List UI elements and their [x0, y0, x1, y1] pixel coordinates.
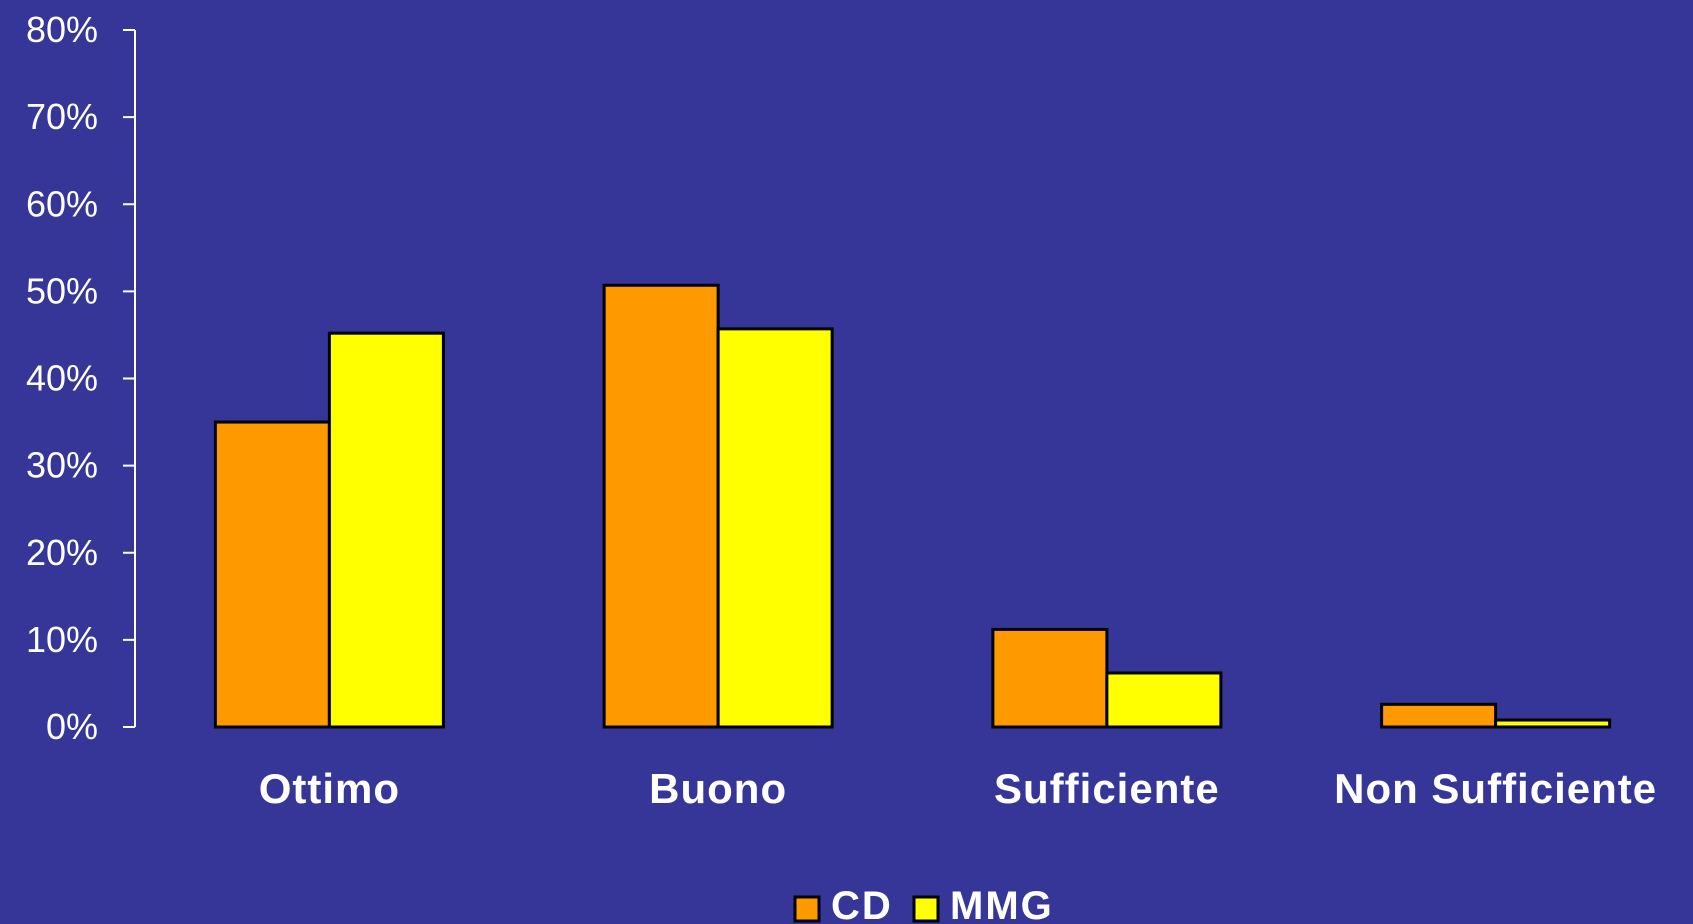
y-tick-label: 0% — [46, 706, 98, 747]
bar-mmg-ottimo — [327, 331, 445, 729]
y-axis: 0% 10% 20% 30% 40% 50% 60% 70% 80% — [26, 9, 136, 747]
bar-mmg-buono — [716, 327, 834, 729]
y-tick-label: 50% — [26, 270, 98, 311]
legend-label-cd: CD — [831, 884, 893, 924]
y-tick-label: 70% — [26, 96, 98, 137]
x-axis-labels: Ottimo Buono Sufficiente Non Sufficiente — [259, 765, 1657, 812]
legend: CD MMG — [793, 884, 1054, 924]
x-category-label: Buono — [649, 765, 787, 812]
y-tick-label: 80% — [26, 9, 98, 50]
y-tick-label: 40% — [26, 358, 98, 399]
legend-swatch-cd — [793, 895, 821, 923]
y-tick-label: 30% — [26, 445, 98, 486]
legend-swatch-mmg — [912, 895, 940, 923]
x-category-label: Sufficiente — [994, 765, 1220, 812]
y-tick-label: 20% — [26, 532, 98, 573]
legend-label-mmg: MMG — [950, 884, 1054, 924]
bar-mmg-sufficiente — [1105, 671, 1223, 729]
bars — [213, 283, 1612, 729]
x-category-label: Non Sufficiente — [1334, 765, 1657, 812]
bar-cd-buono — [602, 283, 720, 729]
bar-cd-sufficiente — [991, 627, 1109, 729]
bar-mmg-non-sufficiente — [1494, 718, 1612, 729]
bar-cd-non-sufficiente — [1380, 702, 1498, 729]
y-tick-label: 10% — [26, 619, 98, 660]
x-category-label: Ottimo — [259, 765, 400, 812]
y-tick-label: 60% — [26, 183, 98, 224]
bar-cd-ottimo — [213, 420, 331, 729]
